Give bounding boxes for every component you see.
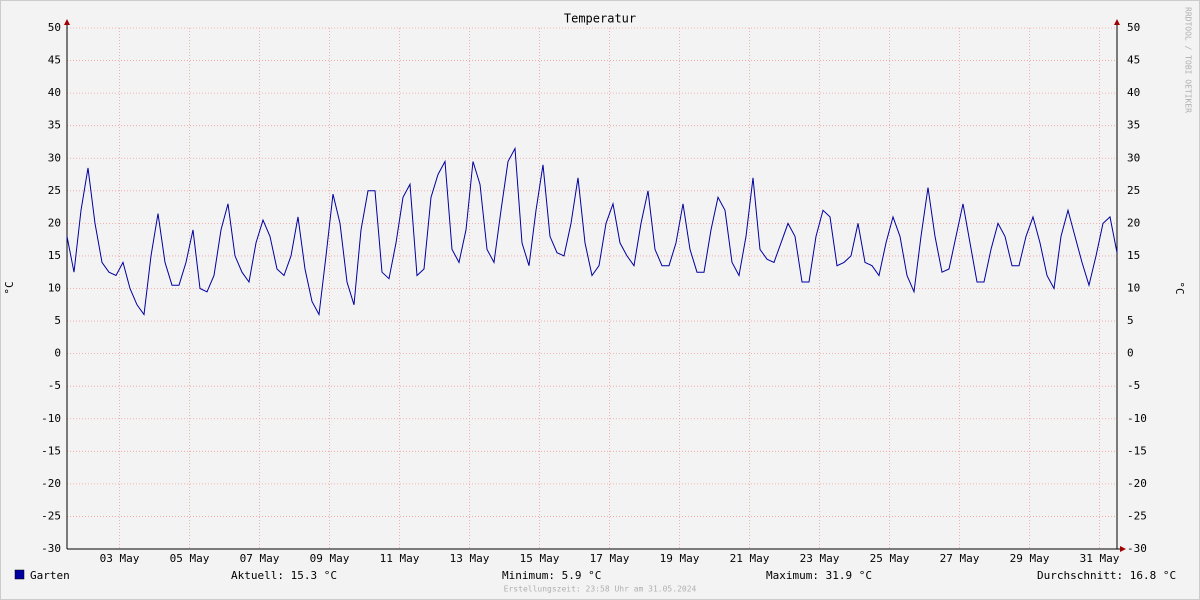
watermark: RRDTOOL / TOBI OETIKER bbox=[1184, 7, 1193, 113]
y-tick-label: 50 bbox=[48, 21, 61, 34]
x-tick-label: 27 May bbox=[940, 552, 980, 565]
axis-arrow bbox=[64, 19, 70, 25]
y2-tick-label: -25 bbox=[1127, 509, 1147, 522]
x-tick-label: 03 May bbox=[100, 552, 140, 565]
y2-tick-label: -30 bbox=[1127, 542, 1147, 555]
x-tick-label: 07 May bbox=[240, 552, 280, 565]
y-tick-label: 30 bbox=[48, 151, 61, 164]
y-tick-label: 40 bbox=[48, 86, 61, 99]
stat-text: Durchschnitt: 16.8 °C bbox=[1037, 569, 1176, 582]
y-tick-label: 25 bbox=[48, 184, 61, 197]
y2-tick-label: 25 bbox=[1127, 184, 1140, 197]
x-tick-label: 17 May bbox=[590, 552, 630, 565]
y2-tick-label: 30 bbox=[1127, 151, 1140, 164]
y2-tick-label: -20 bbox=[1127, 477, 1147, 490]
y-axis-label: °C bbox=[3, 281, 16, 294]
y-tick-label: 10 bbox=[48, 282, 61, 295]
y2-tick-label: 20 bbox=[1127, 216, 1140, 229]
y2-tick-label: 45 bbox=[1127, 54, 1140, 67]
y-tick-label: -5 bbox=[48, 379, 61, 392]
x-tick-label: 21 May bbox=[730, 552, 770, 565]
legend-swatch bbox=[14, 569, 25, 580]
axis-arrow bbox=[1114, 19, 1120, 25]
x-tick-label: 13 May bbox=[450, 552, 490, 565]
y2-tick-label: 35 bbox=[1127, 119, 1140, 132]
y-tick-label: 5 bbox=[54, 314, 61, 327]
y-tick-label: -20 bbox=[41, 477, 61, 490]
x-tick-label: 11 May bbox=[380, 552, 420, 565]
y2-tick-label: -15 bbox=[1127, 444, 1147, 457]
x-tick-label: 25 May bbox=[870, 552, 910, 565]
x-tick-label: 09 May bbox=[310, 552, 350, 565]
x-tick-label: 05 May bbox=[170, 552, 210, 565]
y-tick-label: 20 bbox=[48, 216, 61, 229]
stat-text: Maximum: 31.9 °C bbox=[766, 569, 872, 582]
y2-tick-label: 15 bbox=[1127, 249, 1140, 262]
y-tick-label: 15 bbox=[48, 249, 61, 262]
y2-tick-label: 0 bbox=[1127, 347, 1134, 360]
x-tick-label: 29 May bbox=[1010, 552, 1050, 565]
y2-tick-label: 50 bbox=[1127, 21, 1140, 34]
x-tick-label: 15 May bbox=[520, 552, 560, 565]
data-line bbox=[66, 146, 1118, 317]
y2-axis-label: °C bbox=[1173, 281, 1186, 294]
y-tick-label: 45 bbox=[48, 54, 61, 67]
y2-tick-label: -5 bbox=[1127, 379, 1140, 392]
y-tick-label: 0 bbox=[54, 347, 61, 360]
legend-label: Garten bbox=[30, 569, 70, 582]
stat-text: Minimum: 5.9 °C bbox=[502, 569, 601, 582]
y-tick-label: -15 bbox=[41, 444, 61, 457]
x-tick-label: 31 May bbox=[1080, 552, 1120, 565]
y2-tick-label: 40 bbox=[1127, 86, 1140, 99]
x-tick-label: 19 May bbox=[660, 552, 700, 565]
x-tick-label: 23 May bbox=[800, 552, 840, 565]
axis-arrow bbox=[1120, 546, 1126, 552]
y-tick-label: -30 bbox=[41, 542, 61, 555]
y-tick-label: 35 bbox=[48, 119, 61, 132]
footer: Erstellungszeit: 23:58 Uhr am 31.05.2024 bbox=[504, 585, 697, 594]
y-tick-label: -25 bbox=[41, 509, 61, 522]
stat-text: Aktuell: 15.3 °C bbox=[231, 569, 337, 582]
chart-title: Temperatur bbox=[564, 12, 636, 26]
y2-tick-label: -10 bbox=[1127, 412, 1147, 425]
y2-tick-label: 10 bbox=[1127, 282, 1140, 295]
y2-tick-label: 5 bbox=[1127, 314, 1134, 327]
y-tick-label: -10 bbox=[41, 412, 61, 425]
